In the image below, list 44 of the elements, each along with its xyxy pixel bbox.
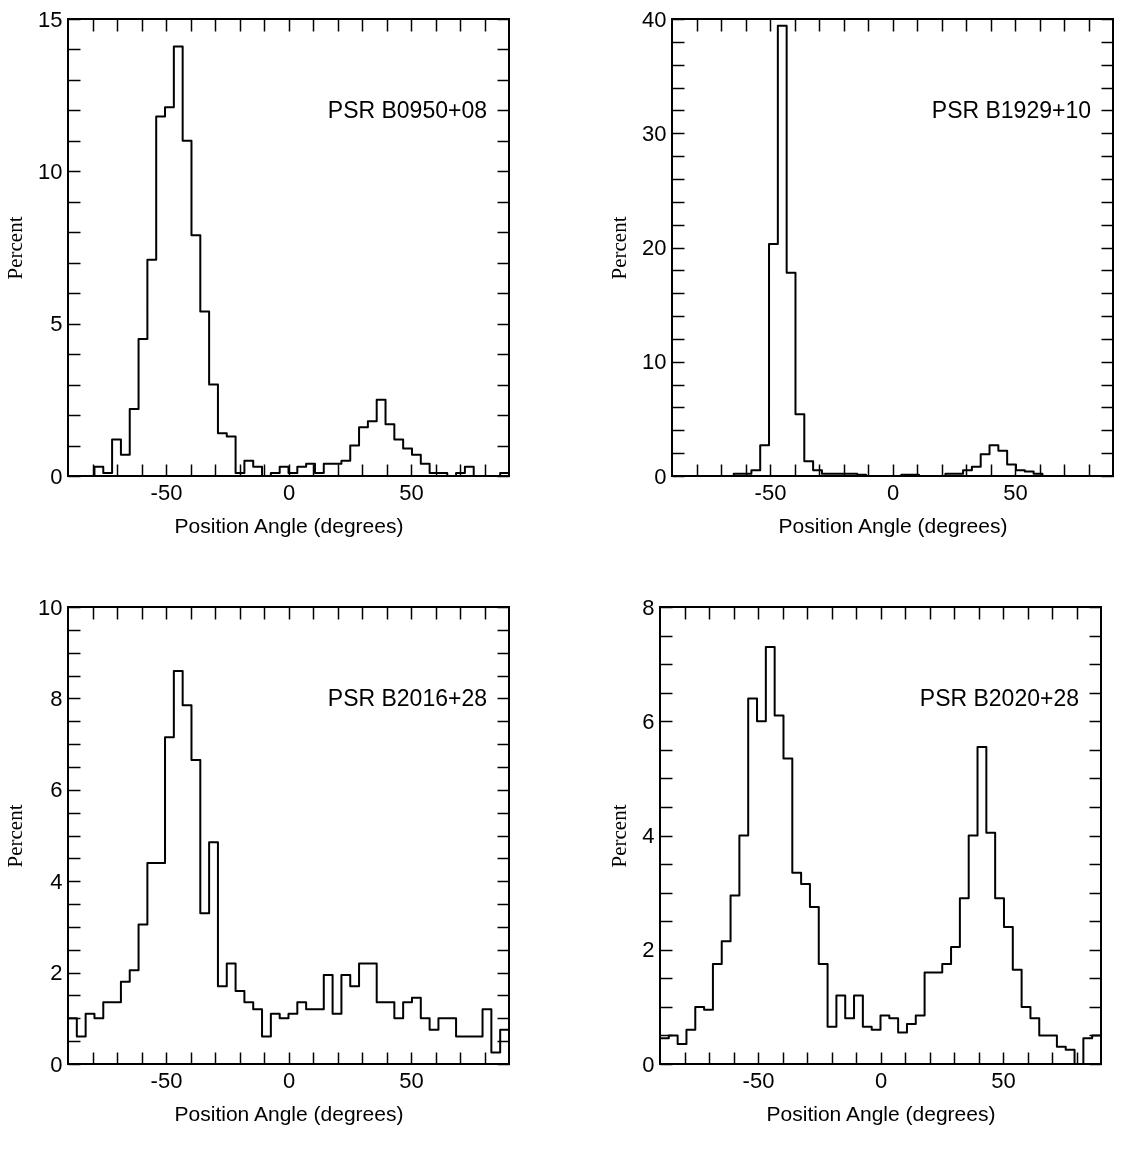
- x-tick-label: 0: [282, 1067, 296, 1093]
- y-axis-title: Percent: [3, 804, 28, 868]
- annotation: PSR B1929+10: [931, 97, 1091, 123]
- x-axis-title: Position Angle (degrees): [778, 513, 1008, 537]
- x-tick-label: -50: [742, 1067, 775, 1093]
- y-axis-title: Percent: [3, 216, 28, 280]
- x-tick-label: 50: [1003, 479, 1028, 505]
- y-tick-label: 2: [50, 960, 63, 986]
- y-axis-title: Percent: [607, 804, 632, 868]
- y-tick-label: 2: [642, 937, 655, 963]
- x-tick-label: -50: [754, 479, 787, 505]
- x-tick-label: -50: [150, 479, 183, 505]
- y-tick-label: 5: [50, 311, 63, 337]
- y-tick-label: 15: [38, 6, 63, 32]
- x-tick-label: 0: [874, 1067, 888, 1093]
- x-tick-label: -50: [150, 1067, 183, 1093]
- annotation: PSR B2016+28: [327, 685, 487, 711]
- y-tick-label: 30: [642, 120, 667, 146]
- y-tick-label: 0: [642, 1051, 655, 1077]
- y-tick-label: 0: [50, 1051, 63, 1077]
- annotation: PSR B0950+08: [327, 97, 487, 123]
- y-tick-label: 10: [38, 158, 63, 184]
- annotation: PSR B2020+28: [919, 685, 1079, 711]
- y-tick-label: 4: [50, 868, 63, 894]
- x-tick-label: 0: [282, 479, 296, 505]
- x-tick-label: 0: [886, 479, 900, 505]
- x-tick-label: 50: [991, 1067, 1016, 1093]
- x-axis-title: Position Angle (degrees): [174, 1101, 404, 1125]
- y-tick-label: 8: [50, 685, 63, 711]
- y-tick-label: 0: [654, 463, 667, 489]
- y-tick-label: 8: [642, 594, 655, 620]
- x-tick-label: 50: [399, 1067, 424, 1093]
- x-tick-label: 50: [399, 479, 424, 505]
- y-axis-title: Percent: [607, 216, 632, 280]
- y-tick-label: 10: [38, 594, 63, 620]
- x-axis-title: Position Angle (degrees): [174, 513, 404, 537]
- y-tick-label: 6: [642, 708, 655, 734]
- y-tick-label: 0: [50, 463, 63, 489]
- y-tick-label: 40: [642, 6, 667, 32]
- y-tick-label: 6: [50, 777, 63, 803]
- y-tick-label: 10: [642, 349, 667, 375]
- y-tick-label: 4: [642, 823, 655, 848]
- y-tick-label: 20: [642, 235, 667, 260]
- x-axis-title: Position Angle (degrees): [766, 1101, 996, 1125]
